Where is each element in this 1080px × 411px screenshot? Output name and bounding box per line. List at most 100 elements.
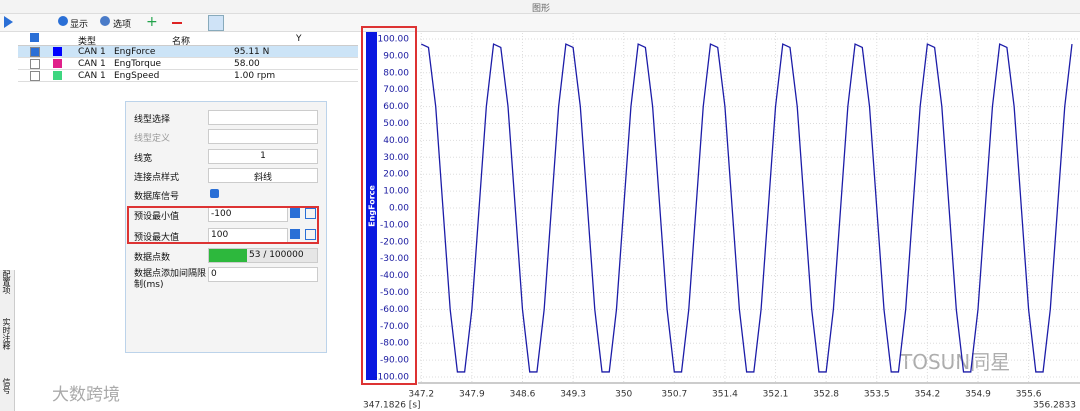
home-button[interactable] [305, 208, 316, 219]
y-tick-label: -70.00 [380, 322, 409, 332]
x-tick-label: 352.1 [763, 390, 789, 400]
cell-y: 95.11 N [234, 47, 270, 57]
color-swatch [53, 47, 62, 56]
y-tick-label: 60.00 [383, 102, 409, 112]
field-value: 1 [260, 151, 266, 161]
y-axis-label: EngForce [368, 185, 377, 227]
x-range-end: 356.2833 [1033, 401, 1076, 411]
x-tick-label: 353.5 [864, 390, 890, 400]
mode-button[interactable] [208, 15, 224, 31]
color-swatch [53, 71, 62, 80]
y-tick-label: 30.00 [383, 153, 409, 163]
signal-row: CAN 1 EngTorque 58.00 [18, 58, 358, 70]
side-tab[interactable]: 信号 [2, 378, 11, 394]
field-label: 连接点样式 [134, 173, 180, 183]
cell-name: EngTorque [114, 59, 162, 69]
y-tick-label: 90.00 [383, 51, 409, 61]
home-button[interactable] [290, 229, 300, 239]
progress-bar [209, 249, 247, 262]
cell-y: 1.00 rpm [234, 71, 276, 81]
cell-name: EngSpeed [114, 71, 160, 81]
header-y: Y [296, 34, 302, 44]
field-label: 数据点数 [134, 253, 171, 263]
x-tick-label: 349.3 [560, 390, 586, 400]
field-label: 数据库信号 [134, 192, 180, 202]
highlight-box [361, 26, 417, 385]
field-value: -100 [211, 209, 232, 219]
signal-bar [366, 32, 377, 380]
watermark: TOSUN同星 [900, 350, 1011, 374]
field-label: 数据点添加间隔限制(ms) [134, 269, 207, 290]
y-tick-label: 20.00 [383, 170, 409, 180]
header-type: 类型 [78, 37, 97, 47]
header-name: 名称 [172, 37, 191, 47]
x-tick-label: 347.2 [408, 390, 434, 400]
field-input[interactable]: 0 [208, 267, 318, 282]
field-value: 斜线 [253, 173, 272, 183]
y-tick-label: -60.00 [380, 305, 409, 315]
field-input[interactable]: 斜线 [208, 168, 318, 183]
field-input[interactable]: 1 [208, 149, 318, 164]
cell-type: CAN 1 [78, 47, 106, 57]
color-swatch [53, 59, 62, 68]
x-range-start: 347.1826 [s] [363, 401, 421, 411]
options-menu[interactable]: 选项 [113, 20, 132, 30]
signal-table-header: 类型 名称 Y [18, 33, 358, 47]
y-tick-label: -30.00 [380, 254, 409, 264]
cell-name: EngForce [114, 47, 156, 57]
check-all[interactable] [30, 33, 39, 42]
field-label: 预设最大值 [134, 233, 180, 243]
field-label: 线型选择 [134, 115, 171, 125]
cell-type: CAN 1 [78, 71, 106, 81]
checkbox[interactable] [210, 189, 219, 198]
y-tick-label: 70.00 [383, 85, 409, 95]
side-tab[interactable]: 配置项 [2, 270, 11, 294]
y-tick-label: -10.00 [380, 220, 409, 230]
run-button[interactable] [4, 16, 13, 28]
options-icon [100, 16, 110, 26]
field-value: 100 [211, 230, 229, 240]
field-input[interactable] [208, 110, 318, 125]
x-tick-label: 350 [615, 390, 632, 400]
field-label: 线宽 [134, 154, 153, 164]
x-tick-label: 348.6 [510, 390, 536, 400]
field-input[interactable] [208, 129, 318, 144]
y-tick-label: 0.00 [389, 204, 409, 214]
y-tick-label: 10.00 [383, 187, 409, 197]
x-tick-label: 347.9 [459, 390, 485, 400]
signal-row: CAN 1 EngForce 95.11 N [18, 46, 358, 58]
display-menu[interactable]: 显示 [70, 20, 89, 30]
home-button[interactable] [305, 229, 316, 240]
y-tick-label: -100.00 [374, 373, 409, 383]
toolbar: 显示 选项 + [0, 14, 1080, 32]
checkbox[interactable] [30, 47, 40, 57]
remove-button[interactable] [172, 22, 182, 24]
y-tick-label: -80.00 [380, 339, 409, 349]
y-tick-label: -90.00 [380, 356, 409, 366]
x-tick-label: 355.6 [1016, 390, 1042, 400]
y-tick-label: 100.00 [378, 35, 410, 45]
highlight-box [127, 206, 319, 244]
y-tick-label: -40.00 [380, 271, 409, 281]
side-tabs: 配置项 实时注释 信号 [0, 270, 15, 411]
y-tick-label: 80.00 [383, 68, 409, 78]
field-input[interactable]: 53 / 100000 [208, 248, 318, 263]
display-icon [58, 16, 68, 26]
field-value: 0 [211, 269, 217, 279]
add-button[interactable]: + [146, 14, 158, 30]
cell-y: 58.00 [234, 59, 260, 69]
y-tick-label: 40.00 [383, 136, 409, 146]
cell-type: CAN 1 [78, 59, 106, 69]
x-tick-label: 350.7 [661, 390, 687, 400]
home-button[interactable] [290, 208, 300, 218]
checkbox[interactable] [30, 71, 40, 81]
window-title: 图形 [532, 4, 551, 14]
y-tick-label: -20.00 [380, 237, 409, 247]
field-label: 线型定义 [134, 134, 171, 144]
x-tick-label: 351.4 [712, 390, 738, 400]
y-tick-label: 50.00 [383, 119, 409, 129]
field-label: 预设最小值 [134, 212, 180, 222]
checkbox[interactable] [30, 59, 40, 69]
side-tab[interactable]: 实时注释 [2, 318, 11, 350]
x-tick-label: 354.2 [914, 390, 940, 400]
